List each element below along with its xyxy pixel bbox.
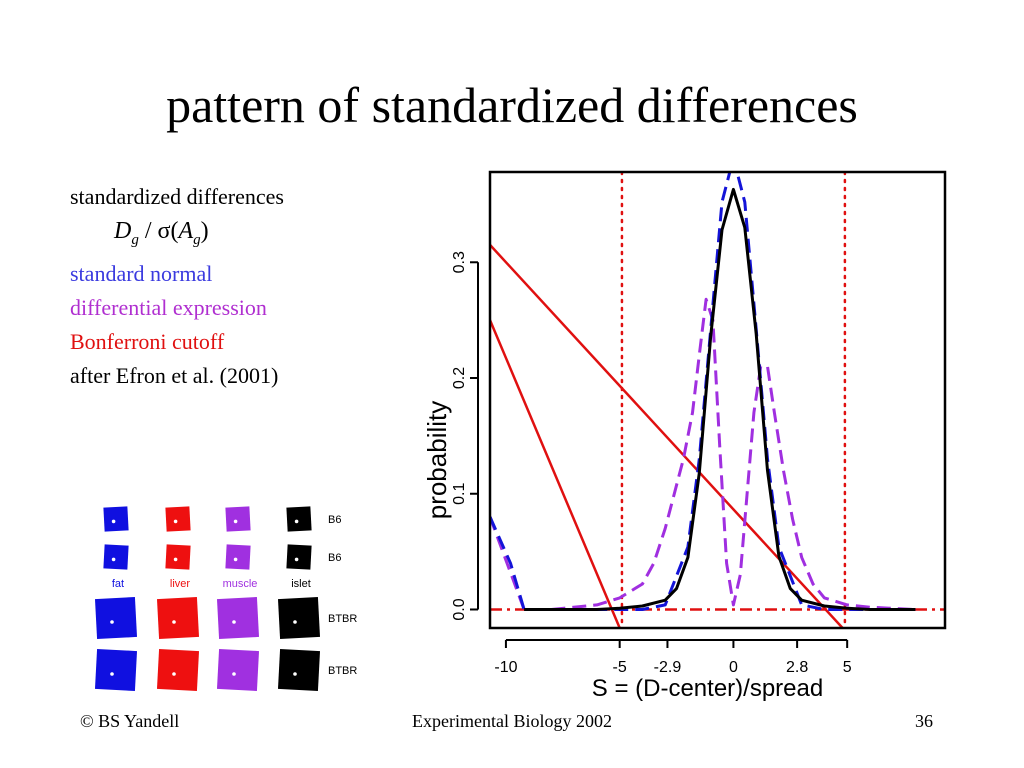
tile-fat	[94, 648, 138, 692]
formula-close: )	[200, 218, 209, 244]
tile-dot	[294, 557, 299, 562]
series-standard-normal	[490, 172, 916, 611]
x-tick-label: 2.8	[786, 659, 808, 676]
series-observed	[524, 187, 916, 611]
footer-conference: Experimental Biology 2002	[412, 711, 612, 731]
tile-islet	[286, 506, 312, 532]
tile-liver	[165, 506, 191, 532]
tile-dot	[110, 672, 114, 676]
x-tick-label: -5	[613, 659, 627, 676]
y-tick-label: 0.2	[451, 367, 468, 389]
formula-sub-g: g	[131, 231, 139, 248]
tile-dot	[173, 519, 178, 524]
tile-liver	[156, 648, 200, 692]
tile-dot	[172, 672, 176, 676]
tile-fat	[103, 506, 129, 532]
tile-islet	[286, 544, 312, 570]
x-tick-label: 5	[843, 659, 852, 676]
tile-dot	[111, 519, 116, 524]
slide-title: pattern of standardized differences	[166, 77, 858, 133]
tile-column-label: liver	[170, 578, 191, 590]
footer-copyright: © BS Yandell	[80, 711, 180, 731]
plot-frame	[488, 170, 947, 630]
x-axis-label: S = (D-center)/spread	[592, 675, 823, 702]
legend-standardized-differences: standardized differences	[70, 184, 284, 209]
series-differential-expression	[490, 297, 916, 611]
y-axis-label: probability	[422, 401, 452, 520]
legend-citation: after Efron et al. (2001)	[70, 362, 279, 388]
tile-liver	[156, 596, 200, 640]
formula-sigma: / σ(	[138, 218, 179, 244]
tile-dot	[232, 620, 236, 624]
tile-dot	[232, 672, 236, 676]
formula-d: D	[114, 218, 132, 244]
tile-column-label: muscle	[223, 578, 258, 590]
formula-sub-g2: g	[193, 231, 201, 248]
tile-muscle	[225, 506, 251, 532]
y-tick-label: 0.3	[451, 251, 468, 273]
tile-fat	[103, 544, 129, 570]
plot-area	[490, 172, 945, 628]
reference-line-2	[490, 244, 844, 628]
tile-row-label: BTBR	[328, 613, 357, 625]
tile-dot	[293, 672, 297, 676]
tile-dot	[294, 519, 299, 524]
y-tick-label: 0.0	[451, 598, 468, 620]
legend-differential-expression: differential expression	[70, 294, 267, 320]
legend-text-block: standardized differences Dg / σ(Ag) stan…	[70, 180, 284, 393]
tile-column-label: fat	[112, 578, 124, 590]
tile-fat	[94, 596, 138, 640]
x-tick-label: 0	[729, 659, 738, 676]
tile-dot	[111, 557, 116, 562]
tile-dot	[110, 620, 114, 624]
tile-column-label: islet	[291, 578, 311, 590]
tile-liver	[165, 544, 191, 570]
tile-muscle	[216, 648, 260, 692]
tile-muscle	[225, 544, 251, 570]
tile-row-label: BTBR	[328, 665, 357, 677]
x-tick-label: -10	[494, 659, 517, 676]
reference-line-1	[490, 319, 621, 628]
legend-bonferroni-cutoff: Bonferroni cutoff	[70, 328, 225, 354]
legend-standard-normal: standard normal	[70, 260, 213, 286]
y-tick-label: 0.1	[451, 483, 468, 505]
tile-dot	[172, 620, 176, 624]
footer-page-number: 36	[915, 711, 933, 731]
tile-dot	[293, 620, 297, 624]
y-axis: 0.0 0.1 0.2 0.3 probability	[422, 251, 479, 621]
tile-row-label: B6	[328, 514, 341, 526]
tile-islet	[277, 648, 321, 692]
x-axis: -10 -5 -2.9 0 2.8 5 S = (D-center)/spread	[494, 639, 852, 702]
formula: Dg / σ(Ag)	[70, 214, 284, 257]
tile-muscle	[216, 596, 260, 640]
x-tick-label: -2.9	[654, 659, 682, 676]
tile-islet	[277, 596, 321, 640]
tile-row-label: B6	[328, 552, 341, 564]
tile-dot	[173, 557, 178, 562]
tile-dot	[233, 557, 238, 562]
formula-a: A	[178, 218, 194, 244]
tile-dot	[233, 519, 238, 524]
